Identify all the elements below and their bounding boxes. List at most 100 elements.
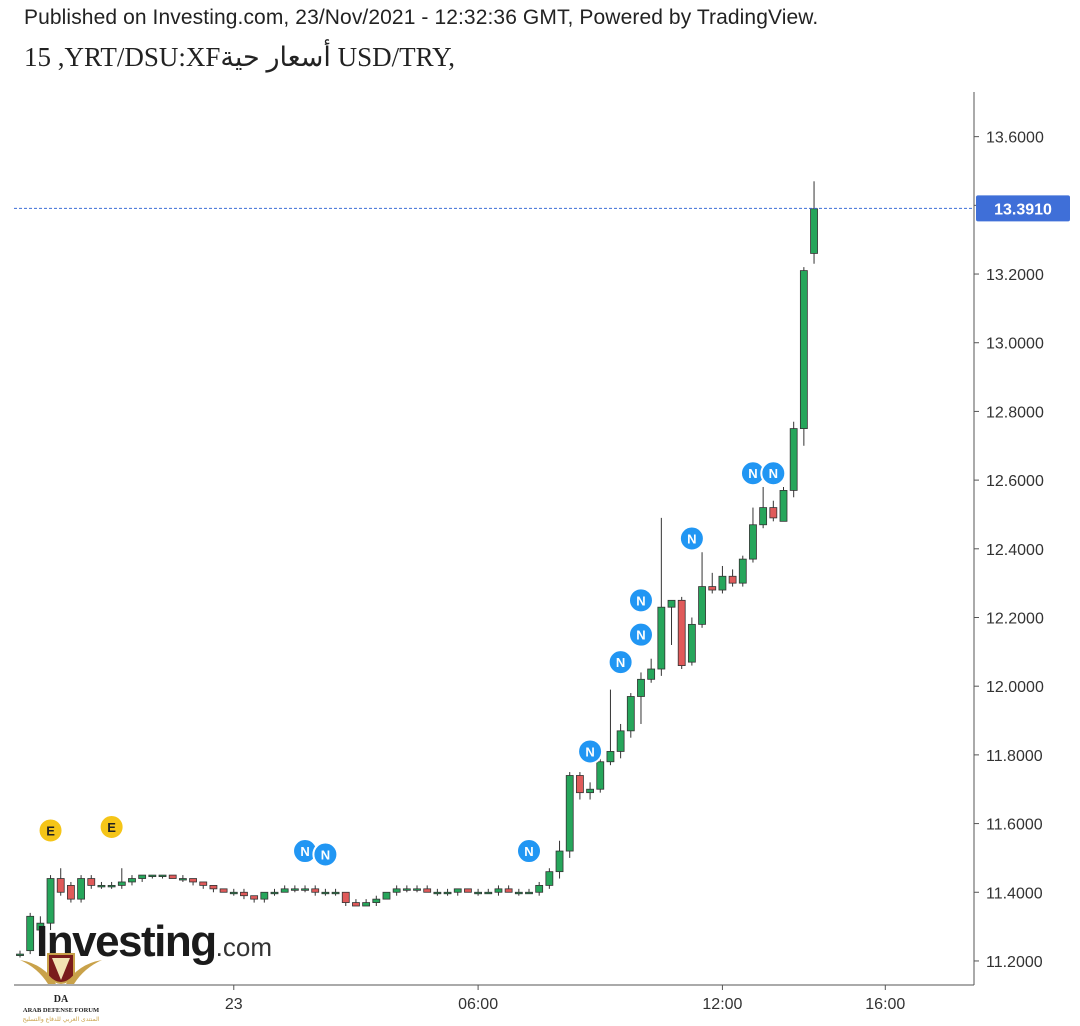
candle bbox=[535, 881, 544, 896]
candle-body bbox=[392, 888, 401, 893]
candle-body bbox=[606, 751, 615, 763]
last-price-tag bbox=[976, 195, 1070, 222]
candle-body bbox=[352, 902, 360, 907]
candle-body bbox=[290, 888, 299, 891]
candle bbox=[341, 891, 350, 907]
candle bbox=[494, 885, 503, 896]
candle bbox=[474, 888, 483, 896]
news-marker-letter: N bbox=[616, 655, 625, 670]
news-marker-letter: N bbox=[300, 844, 309, 859]
y-tick-label: 11.6000 bbox=[986, 817, 1043, 834]
candle bbox=[677, 596, 686, 670]
candle-body bbox=[565, 775, 574, 852]
candle bbox=[270, 888, 279, 896]
badge-wing-left bbox=[20, 960, 56, 984]
candle-body bbox=[657, 606, 666, 670]
candle-body bbox=[97, 884, 106, 888]
candle-body bbox=[311, 888, 320, 893]
candle-body bbox=[626, 696, 635, 732]
candle bbox=[128, 875, 136, 886]
candle bbox=[687, 617, 696, 666]
candle-body bbox=[667, 599, 676, 608]
candle-body bbox=[301, 888, 309, 891]
candle bbox=[443, 888, 452, 896]
candle bbox=[728, 569, 737, 587]
candle-body bbox=[576, 775, 584, 794]
y-tick-label: 13.6000 bbox=[986, 130, 1044, 147]
candle-body bbox=[443, 891, 452, 895]
candle-body bbox=[402, 888, 411, 891]
candle-body bbox=[687, 623, 696, 663]
candle bbox=[148, 874, 157, 879]
candle bbox=[280, 885, 289, 893]
candle bbox=[423, 885, 432, 893]
candle bbox=[453, 888, 462, 896]
candle bbox=[331, 888, 340, 896]
candle-body bbox=[545, 871, 554, 886]
candle bbox=[46, 875, 55, 931]
candle-body bbox=[168, 874, 177, 879]
candle-body bbox=[138, 874, 147, 879]
candle bbox=[250, 895, 259, 903]
candle-body bbox=[749, 524, 757, 560]
candle bbox=[240, 888, 248, 900]
candle-body bbox=[341, 891, 350, 903]
news-marker-circle bbox=[678, 525, 705, 552]
candle-body bbox=[647, 668, 656, 680]
earnings-marker: E bbox=[37, 817, 64, 844]
candle-body bbox=[728, 575, 737, 584]
news-marker: N bbox=[312, 841, 339, 868]
candle bbox=[810, 181, 818, 264]
earnings-marker: E bbox=[98, 814, 125, 841]
candle bbox=[555, 840, 564, 879]
news-marker-letter: N bbox=[524, 844, 533, 859]
candle-body bbox=[158, 874, 167, 877]
last-price-marker: 13.3910 bbox=[14, 195, 1070, 222]
candle-body bbox=[494, 888, 503, 893]
badge-initials: DA bbox=[54, 994, 69, 1005]
badge-name: ARAB DEFENSE FORUM bbox=[23, 1007, 99, 1014]
candle-body bbox=[178, 878, 187, 881]
candle bbox=[199, 881, 208, 889]
candle bbox=[576, 772, 584, 800]
earnings-marker-circle bbox=[98, 814, 125, 841]
candle-body bbox=[16, 953, 24, 956]
news-marker-circle bbox=[760, 460, 787, 487]
candle bbox=[36, 916, 45, 937]
candle bbox=[16, 950, 24, 958]
candle bbox=[402, 885, 411, 893]
candle bbox=[698, 552, 706, 628]
candle bbox=[392, 885, 401, 896]
candle-body bbox=[117, 881, 126, 886]
candle bbox=[311, 885, 320, 896]
candle-body bbox=[189, 878, 197, 883]
badge-emblem bbox=[52, 958, 70, 980]
x-tick-label: 12:00 bbox=[702, 996, 742, 1013]
candle-body bbox=[698, 586, 706, 625]
candle-body bbox=[270, 891, 279, 895]
candle bbox=[596, 754, 605, 793]
candle bbox=[433, 888, 442, 896]
news-marker-circle bbox=[516, 838, 542, 865]
candle bbox=[616, 723, 625, 759]
candle bbox=[779, 486, 788, 522]
candle bbox=[352, 899, 360, 907]
news-marker: N bbox=[627, 587, 654, 614]
candle bbox=[759, 486, 768, 529]
candle bbox=[769, 500, 778, 522]
candle bbox=[372, 895, 381, 907]
candle bbox=[738, 555, 747, 587]
candle bbox=[606, 689, 615, 766]
candle bbox=[504, 885, 513, 893]
y-tick-label: 12.6000 bbox=[986, 473, 1044, 490]
candle-body bbox=[36, 922, 45, 931]
candle-body bbox=[769, 507, 778, 519]
candle-body bbox=[677, 599, 686, 666]
y-tick-label: 12.2000 bbox=[986, 610, 1044, 627]
candle bbox=[168, 874, 177, 879]
candle bbox=[107, 881, 116, 889]
y-tick-label: 13.2000 bbox=[986, 267, 1044, 284]
x-tick-label: 06:00 bbox=[458, 996, 498, 1013]
